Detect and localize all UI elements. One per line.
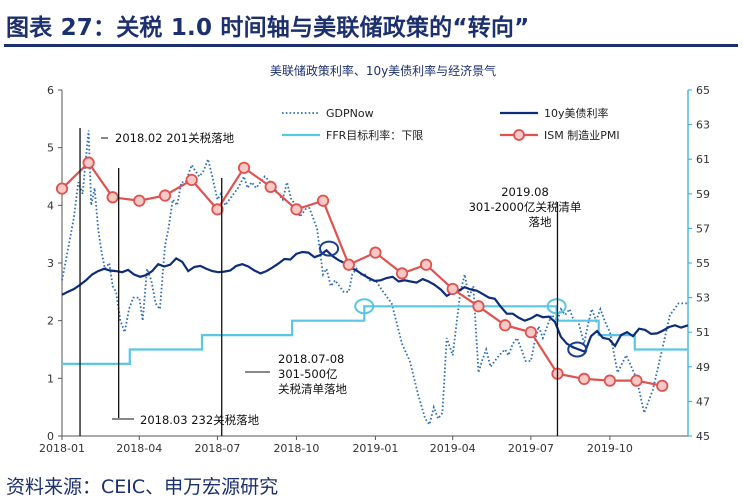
x-tick-label: 2019-10 <box>587 442 633 455</box>
series-layer <box>55 130 689 427</box>
legend-label: GDPNow <box>326 107 374 120</box>
pmi-point <box>133 194 146 207</box>
pmi-point <box>290 203 303 216</box>
pmi-point <box>342 258 355 271</box>
pmi-point <box>472 300 485 313</box>
pmi-point <box>498 319 512 332</box>
figure-source: 资料来源：CEIC、申万宏源研究 <box>6 476 279 498</box>
y-left-tick-label: 6 <box>47 84 54 97</box>
pmi-point <box>630 374 643 387</box>
x-tick-label: 2019-04 <box>430 442 476 455</box>
highlight-circle <box>546 298 567 315</box>
event-marker-label: 2018.07-08 <box>278 352 344 366</box>
event-marker-label: 2019.08 <box>501 185 549 199</box>
y-right-tick-label: 55 <box>696 257 710 270</box>
highlight-circle <box>319 240 340 257</box>
x-tick-label: 2019-07 <box>508 442 554 455</box>
event-marker-label: 2018.02 201关税落地 <box>115 131 235 145</box>
pmi-point <box>524 326 537 339</box>
figure-header: 图表 27：关税 1.0 时间轴与美联储政策的“转向” <box>0 0 742 50</box>
y-left-tick-label: 0 <box>47 430 54 443</box>
legend-label: FFR目标利率：下限 <box>326 128 423 142</box>
ffr-step-line <box>62 305 688 365</box>
legend-label: 10y美债利率 <box>544 106 609 120</box>
pmi-point <box>369 246 382 259</box>
figure-title: 图表 27：关税 1.0 时间轴与美联储政策的“转向” <box>6 15 530 41</box>
pmi-point <box>55 182 69 195</box>
x-tick-label: 2018-07 <box>194 442 240 455</box>
pmi-point <box>211 203 224 216</box>
y-right-tick-label: 59 <box>696 188 710 201</box>
pmi-point <box>82 156 95 169</box>
pmi-point <box>237 161 251 174</box>
highlight-circle <box>354 298 375 315</box>
y-right-tick-label: 61 <box>696 153 710 166</box>
pmi-point <box>185 173 198 187</box>
event-marker-label: 301-500亿 <box>278 367 338 381</box>
pmi-point <box>419 258 433 271</box>
pmi-point <box>316 194 330 207</box>
event-markers: 2018.02 201关税落地 2018.03 232关税落地 2018.07-08… <box>79 128 582 436</box>
y-right-tick-label: 51 <box>696 326 710 339</box>
pmi-point <box>395 267 409 280</box>
x-tick-label: 2019-01 <box>352 442 398 455</box>
y-left-tick-label: 5 <box>47 142 54 155</box>
y-left-tick-label: 1 <box>47 372 54 385</box>
event-marker-label: 关税清单落地 <box>278 382 347 396</box>
event-marker-label: 落地 <box>529 215 552 229</box>
y-right-tick-label: 53 <box>696 292 710 305</box>
event-marker-label: 301-2000亿关税清单 <box>469 200 582 214</box>
treasury-10y-line <box>61 248 689 354</box>
y-right-tick-label: 65 <box>696 84 710 97</box>
y-right-tick-label: 49 <box>696 361 710 374</box>
pmi-point <box>264 180 277 193</box>
x-tick-label: 2018-01 <box>39 442 85 455</box>
y-left-tick-label: 4 <box>47 199 54 212</box>
title-rule <box>4 44 738 47</box>
y-left-tick-label: 3 <box>47 257 54 270</box>
event-marker-label: 2018.03 232关税落地 <box>140 413 260 427</box>
pmi-point <box>603 374 616 387</box>
pmi-point <box>446 282 459 296</box>
legend: GDPNow FFR目标利率：下限 10y美债利率 ISM 制造业PMI <box>282 106 620 142</box>
y-right-tick-label: 47 <box>696 395 710 408</box>
y-right-tick-label: 63 <box>696 119 710 132</box>
y-right-tick-label: 57 <box>696 222 710 235</box>
pmi-point <box>577 372 591 386</box>
highlight-circle <box>567 341 588 358</box>
pmi-point <box>158 189 172 202</box>
gdpnow-line <box>61 130 688 427</box>
chart-area: 美联储政策利率、10y美债利率与经济景气 0123456454749515355… <box>39 63 710 455</box>
pmi-point <box>656 379 669 392</box>
chart-subtitle: 美联储政策利率、10y美债利率与经济景气 <box>270 63 496 78</box>
legend-swatch-marker <box>513 129 525 141</box>
x-tick-label: 2018-04 <box>116 442 162 455</box>
y-right-tick-label: 45 <box>696 430 710 443</box>
x-tick-label: 2018-10 <box>273 442 319 455</box>
y-left-tick-label: 2 <box>47 315 54 328</box>
pmi-point <box>106 191 119 204</box>
legend-label: ISM 制造业PMI <box>544 128 620 142</box>
